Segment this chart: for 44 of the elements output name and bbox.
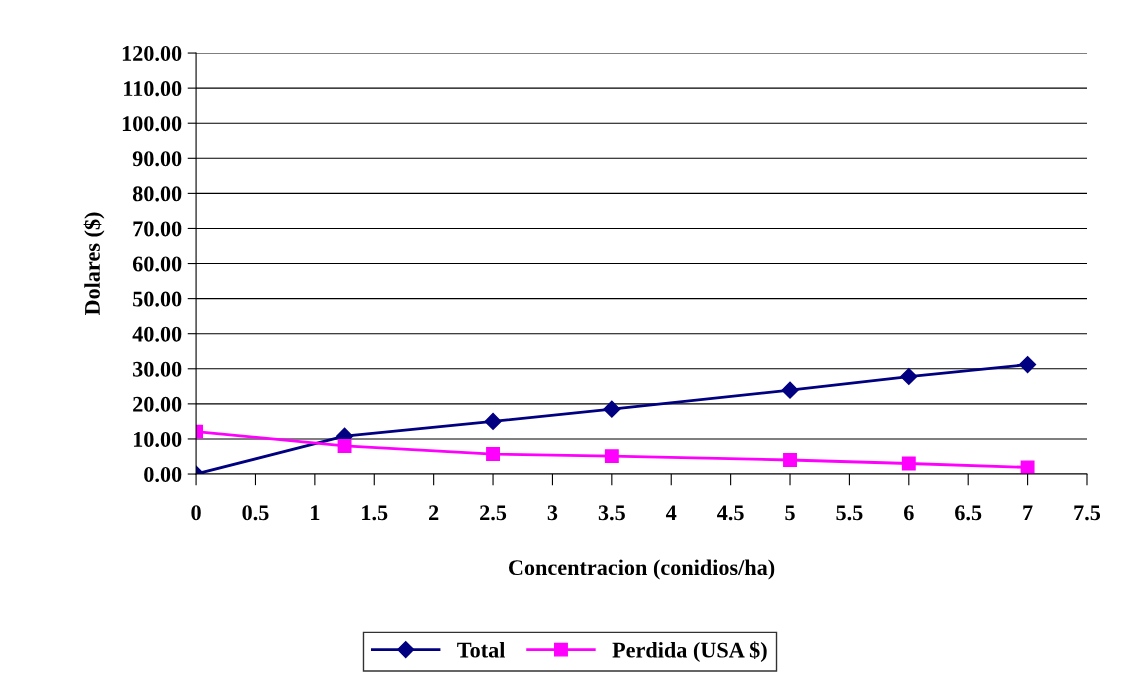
y-tick-label: 110.00	[124, 81, 182, 97]
x-tick-label: 7	[1023, 505, 1033, 521]
x-tick-label: 0	[191, 505, 201, 521]
y-tick-label: 10.00	[133, 431, 182, 447]
y-tick-label: 20.00	[133, 396, 182, 412]
y-tick-label: 60.00	[132, 256, 182, 272]
x-tick-label: 2.5	[480, 505, 507, 521]
y-tick-label: 80.00	[132, 186, 182, 202]
x-tick-label: 6.5	[955, 505, 982, 521]
x-tick-label: 7.5	[1074, 505, 1101, 521]
x-tick-label: 6	[904, 505, 914, 521]
point	[783, 453, 797, 467]
y-axis-title: Dolares ($)	[83, 212, 105, 316]
point	[604, 449, 619, 464]
y-tick-label: 30.00	[133, 361, 182, 377]
y-tick-label: 90.00	[132, 151, 182, 167]
y-tick-label: 50.00	[133, 291, 182, 307]
point	[1019, 356, 1037, 374]
x-tick-label: 5	[785, 505, 795, 521]
x-tick-label: 5.5	[836, 505, 863, 521]
x-tick-label: 3	[547, 505, 558, 521]
y-tick-label: 0.00	[144, 466, 182, 483]
point	[901, 456, 916, 471]
y-tick-label: 120.00	[122, 45, 182, 62]
point	[781, 381, 799, 399]
x-tick-label: 4	[665, 505, 677, 521]
point	[1020, 460, 1035, 475]
point	[900, 367, 918, 386]
legend-label: Perdida (USA $)	[612, 641, 767, 663]
y-tick-label: 40.00	[132, 326, 182, 342]
point	[337, 439, 352, 453]
x-tick-label: 1	[311, 505, 320, 521]
x-tick-label: 1.5	[362, 505, 388, 521]
point	[484, 412, 502, 430]
x-tick-label: 2	[429, 505, 439, 521]
y-tick-label: 70.00	[133, 221, 182, 237]
y-tick-label: 100.00	[122, 116, 182, 132]
x-tick-label: 0.5	[242, 505, 269, 521]
x-axis-title: Concentracion (conidios/ha)	[508, 559, 775, 580]
x-tick-label: 3.5	[598, 505, 625, 521]
point	[603, 400, 621, 418]
legend-label: Total	[457, 641, 506, 658]
x-tick-label: 4.5	[717, 505, 744, 521]
point	[486, 447, 500, 461]
